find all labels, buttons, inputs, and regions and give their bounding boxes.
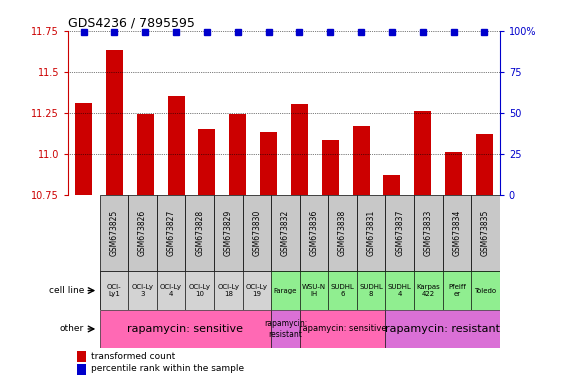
Bar — [77, 364, 86, 375]
Bar — [442, 195, 471, 271]
Text: Farage: Farage — [274, 288, 297, 293]
Text: GSM673829: GSM673829 — [224, 210, 233, 256]
Text: rapamycin: resistant: rapamycin: resistant — [385, 324, 500, 334]
Bar — [471, 195, 500, 271]
Text: GSM673833: GSM673833 — [424, 210, 433, 256]
Bar — [260, 132, 277, 195]
Bar — [106, 50, 123, 195]
Text: SUDHL
6: SUDHL 6 — [331, 284, 354, 297]
Bar — [328, 195, 357, 271]
Bar — [157, 271, 185, 310]
Bar — [243, 195, 271, 271]
Text: GSM673838: GSM673838 — [338, 210, 347, 256]
Bar — [168, 96, 185, 195]
Text: SUDHL
4: SUDHL 4 — [388, 284, 412, 297]
Text: GSM673834: GSM673834 — [453, 210, 461, 256]
Bar — [75, 103, 92, 195]
Text: OCI-Ly
4: OCI-Ly 4 — [160, 284, 182, 297]
Bar — [300, 271, 328, 310]
Bar — [157, 195, 185, 271]
Text: rapamycin: sensitive: rapamycin: sensitive — [127, 324, 243, 334]
Bar — [328, 271, 357, 310]
Bar — [271, 310, 300, 348]
Bar — [442, 271, 471, 310]
Bar — [185, 271, 214, 310]
Text: GSM673836: GSM673836 — [310, 210, 319, 256]
Text: SUDHL
8: SUDHL 8 — [359, 284, 383, 297]
Bar — [214, 271, 243, 310]
Text: rapamycin: sensitive: rapamycin: sensitive — [299, 324, 386, 333]
Bar — [243, 271, 271, 310]
Text: OCI-Ly
19: OCI-Ly 19 — [246, 284, 268, 297]
Bar — [271, 195, 300, 271]
Bar — [300, 195, 328, 271]
Text: GSM673828: GSM673828 — [195, 210, 204, 256]
Text: OCI-
Ly1: OCI- Ly1 — [107, 284, 121, 297]
Bar — [99, 310, 271, 348]
Bar — [386, 271, 414, 310]
Bar — [357, 271, 386, 310]
Bar — [476, 134, 493, 195]
Text: Pfeiff
er: Pfeiff er — [448, 284, 466, 297]
Text: OCI-Ly
3: OCI-Ly 3 — [131, 284, 153, 297]
Text: GSM673832: GSM673832 — [281, 210, 290, 256]
Bar — [414, 195, 442, 271]
Text: cell line: cell line — [48, 286, 84, 295]
Text: GSM673827: GSM673827 — [166, 210, 176, 256]
Bar — [445, 152, 462, 195]
Bar — [414, 111, 431, 195]
Bar — [414, 271, 442, 310]
Text: transformed count: transformed count — [91, 351, 175, 361]
Bar — [99, 271, 128, 310]
Text: other: other — [60, 324, 84, 333]
Bar — [357, 195, 386, 271]
Bar — [77, 351, 86, 362]
Bar — [353, 126, 370, 195]
Bar — [185, 195, 214, 271]
Bar — [214, 195, 243, 271]
Bar — [198, 129, 215, 195]
Bar — [137, 114, 154, 195]
Bar — [99, 195, 128, 271]
Bar — [300, 310, 386, 348]
Text: rapamycin:
resistant: rapamycin: resistant — [264, 319, 307, 339]
Text: OCI-Ly
10: OCI-Ly 10 — [189, 284, 211, 297]
Text: OCI-Ly
18: OCI-Ly 18 — [217, 284, 239, 297]
Text: GSM673837: GSM673837 — [395, 210, 404, 256]
Bar — [128, 195, 157, 271]
Text: GSM673826: GSM673826 — [138, 210, 147, 256]
Text: GSM673830: GSM673830 — [252, 210, 261, 256]
Bar — [471, 271, 500, 310]
Bar — [321, 141, 339, 195]
Bar — [386, 195, 414, 271]
Text: GDS4236 / 7895595: GDS4236 / 7895595 — [68, 17, 195, 30]
Bar — [229, 114, 246, 195]
Bar — [386, 310, 500, 348]
Bar — [383, 175, 400, 195]
Text: GSM673831: GSM673831 — [367, 210, 375, 256]
Text: Toledo: Toledo — [474, 288, 496, 293]
Bar — [291, 104, 308, 195]
Bar — [128, 271, 157, 310]
Text: percentile rank within the sample: percentile rank within the sample — [91, 364, 244, 374]
Text: WSU-N
IH: WSU-N IH — [302, 284, 326, 297]
Text: GSM673825: GSM673825 — [110, 210, 118, 256]
Text: Karpas
422: Karpas 422 — [416, 284, 440, 297]
Text: GSM673835: GSM673835 — [481, 210, 490, 256]
Bar — [271, 271, 300, 310]
